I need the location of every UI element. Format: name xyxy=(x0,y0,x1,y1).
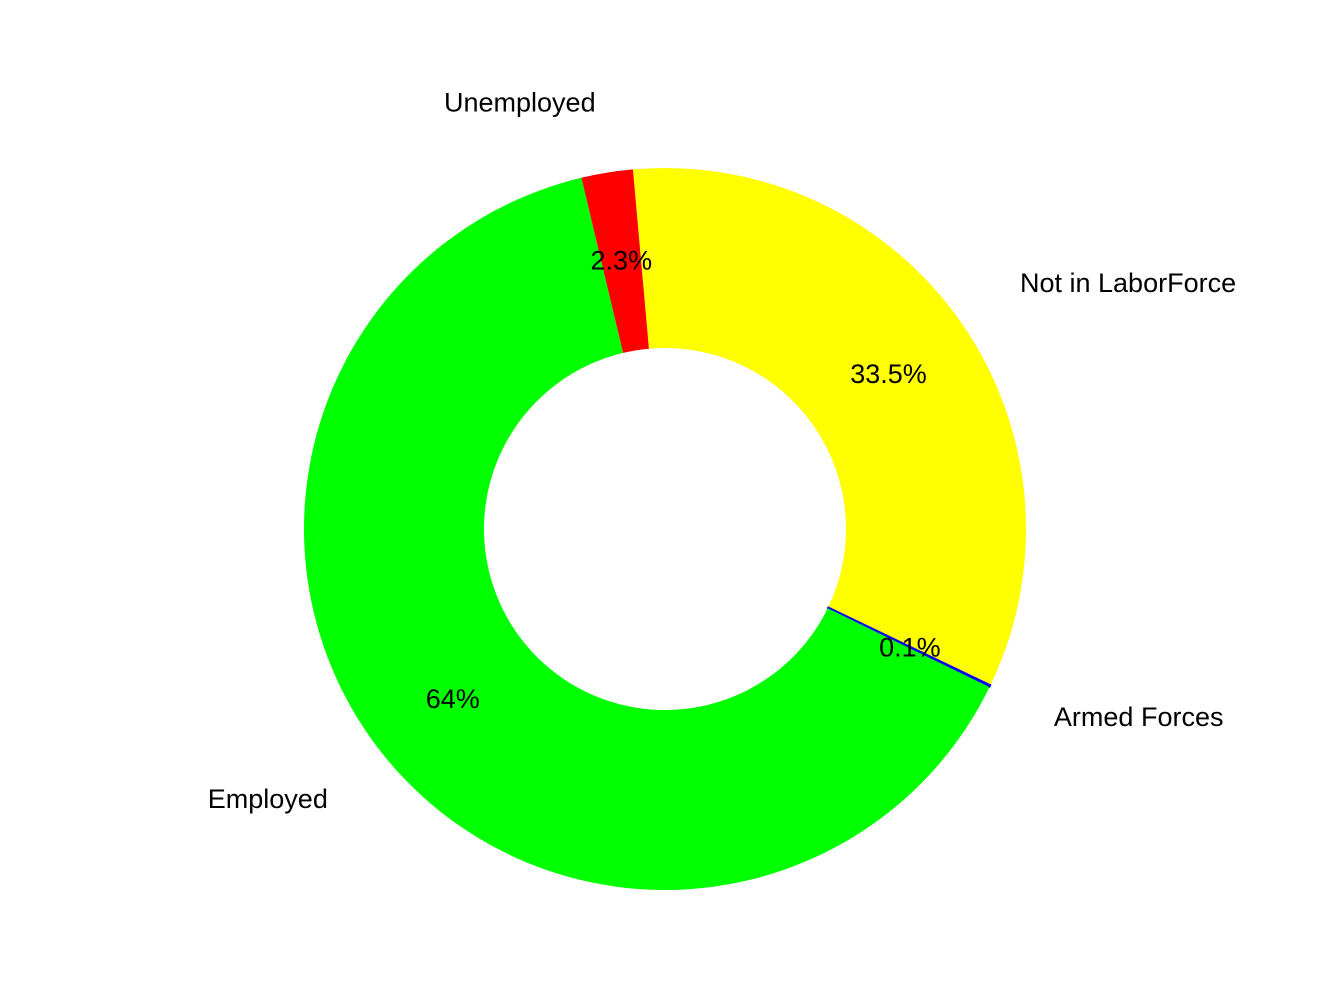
slice-employed xyxy=(304,177,990,891)
slices-group xyxy=(304,168,1026,891)
slice-armed-forces xyxy=(826,606,992,689)
category-label-unemployed: Unemployed xyxy=(444,88,596,118)
labels-group: 33.5% Not in LaborForce 0.1% Armed Forces 64… xyxy=(208,88,1236,815)
category-label-armed-forces: Armed Forces xyxy=(1054,702,1224,732)
category-label-not-in-laborforce: Not in LaborForce xyxy=(1020,268,1236,298)
value-label-not-in-laborforce: 33.5% xyxy=(850,359,927,389)
value-label-unemployed: 2.3% xyxy=(591,246,653,276)
value-label-employed: 64% xyxy=(426,684,480,714)
category-label-employed: Employed xyxy=(208,784,328,814)
slice-not-in-laborforce xyxy=(632,168,1026,686)
slice-unemployed xyxy=(581,169,649,353)
value-label-armed-forces: 0.1% xyxy=(879,632,941,662)
